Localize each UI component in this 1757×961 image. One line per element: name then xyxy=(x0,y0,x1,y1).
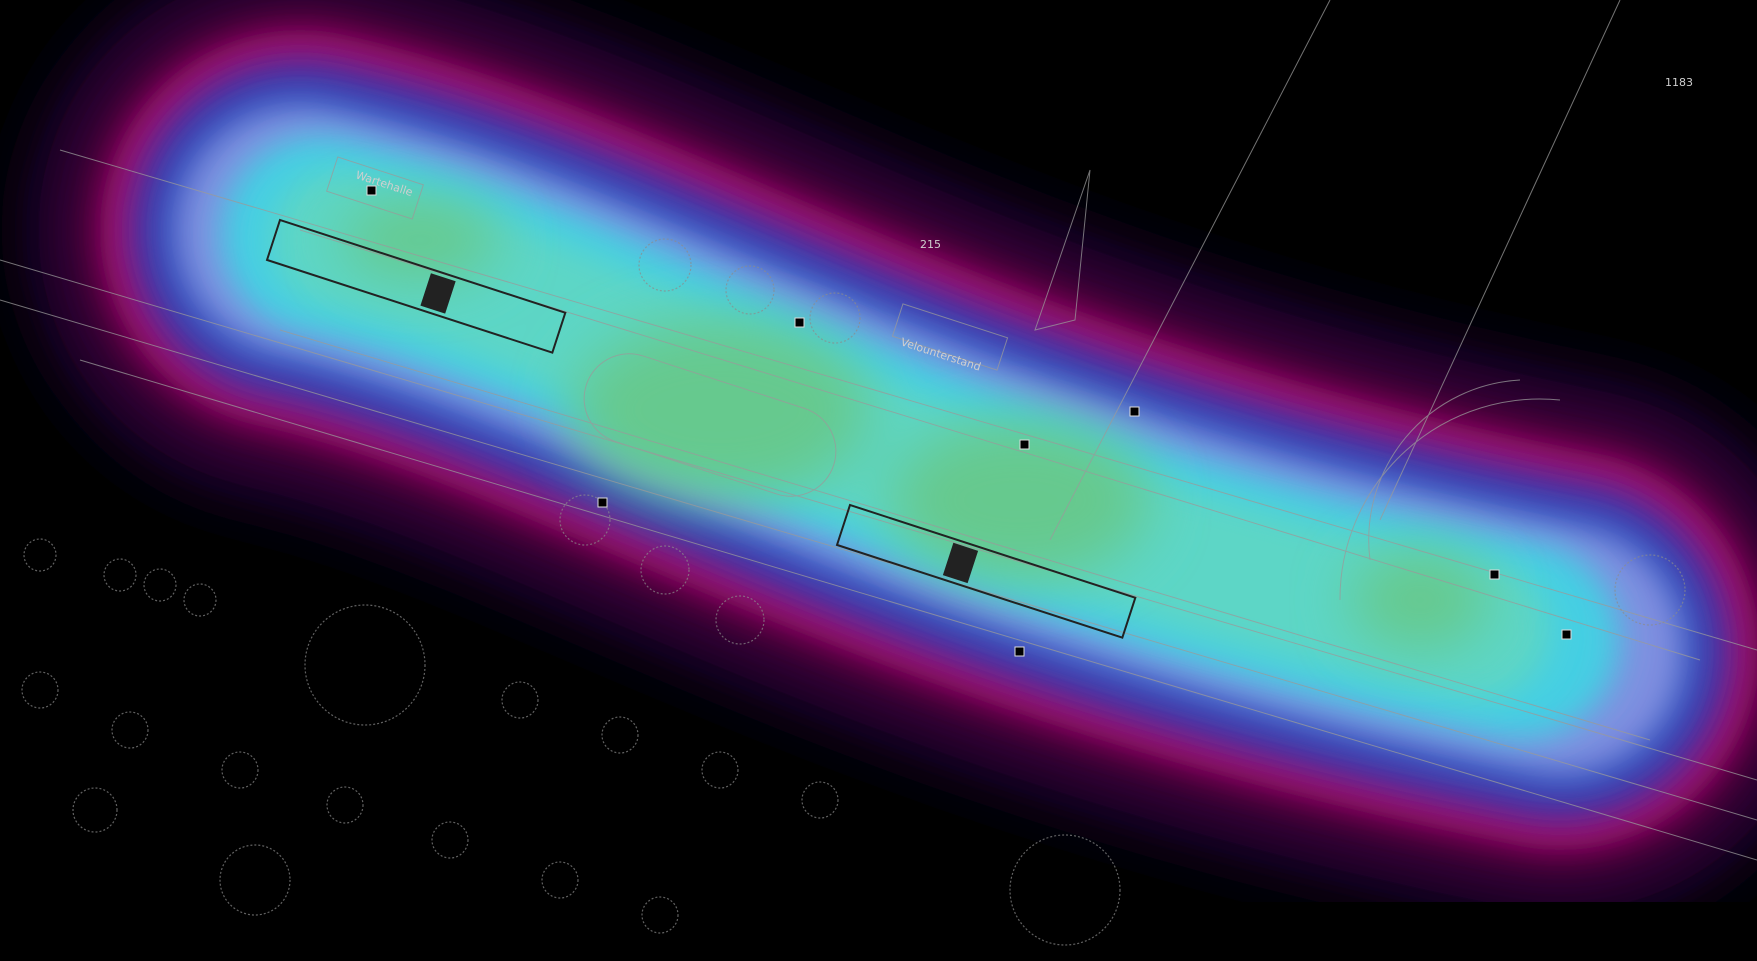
bus xyxy=(835,503,1137,639)
trees xyxy=(21,238,1686,946)
bus xyxy=(265,218,567,354)
parcel-label: 1183 xyxy=(1665,76,1693,89)
luminaires xyxy=(366,185,1572,657)
heat-peaks xyxy=(340,200,1490,650)
parcel-label: 215 xyxy=(920,238,941,251)
